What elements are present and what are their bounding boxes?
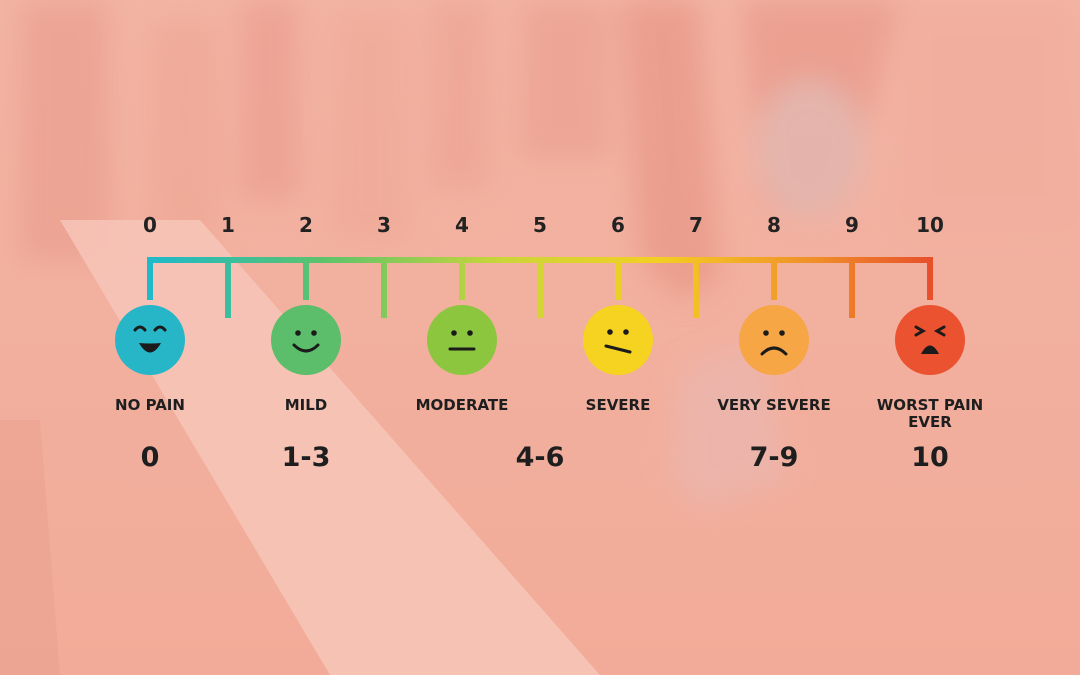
crying-face-icon — [895, 305, 965, 375]
tick-number-1: 1 — [221, 213, 235, 237]
faces — [115, 305, 965, 375]
level-label: MILD — [285, 396, 328, 414]
range-label: 4-6 — [516, 442, 565, 473]
tick-number-0: 0 — [143, 213, 157, 237]
range-label: 7-9 — [750, 442, 799, 473]
tick-number-9: 9 — [845, 213, 859, 237]
level-labels: NO PAIN MILD MODERATE SEVERE VERY SEVERE WORS… — [115, 396, 983, 431]
level-label: NO PAIN — [115, 396, 185, 414]
scale-bar — [147, 257, 933, 318]
level-label: MODERATE — [416, 396, 509, 414]
tick-number-2: 2 — [299, 213, 313, 237]
uneasy-face-icon — [583, 305, 653, 375]
frowning-face-icon — [739, 305, 809, 375]
tick-number-8: 8 — [767, 213, 781, 237]
tick-number-6: 6 — [611, 213, 625, 237]
tick-numbers: 0 1 2 3 4 5 6 7 8 9 10 — [143, 213, 944, 237]
level-label: SEVERE — [586, 396, 651, 414]
level-label: WORST PAIN EVER — [877, 396, 983, 431]
range-label: 10 — [911, 442, 949, 473]
level-label: VERY SEVERE — [717, 396, 830, 414]
tick-number-7: 7 — [689, 213, 703, 237]
tick-number-10: 10 — [916, 213, 944, 237]
laughing-face-icon — [115, 305, 185, 375]
tick-number-5: 5 — [533, 213, 547, 237]
range-label: 0 — [141, 442, 160, 473]
tick-number-3: 3 — [377, 213, 391, 237]
tick-number-4: 4 — [455, 213, 469, 237]
range-label: 1-3 — [282, 442, 331, 473]
smiling-face-icon — [271, 305, 341, 375]
range-labels: 0 1-3 4-6 7-9 10 — [141, 442, 949, 473]
neutral-face-icon — [427, 305, 497, 375]
